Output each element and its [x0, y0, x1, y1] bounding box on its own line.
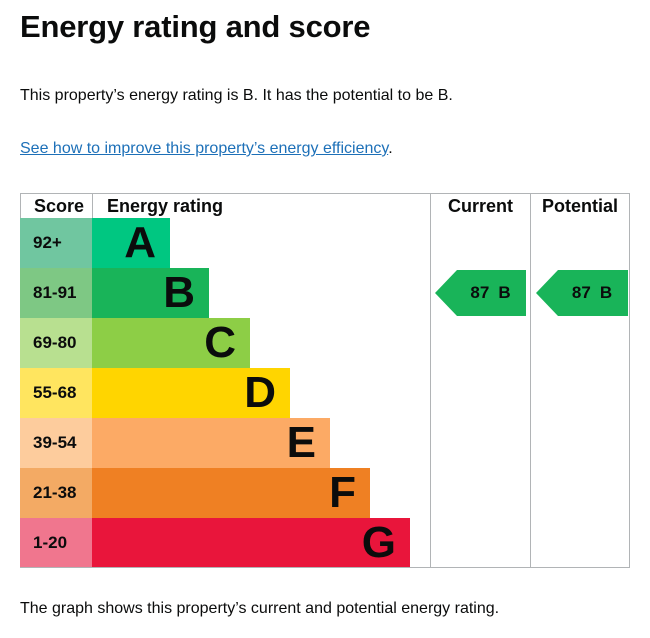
chart-border-right — [629, 193, 630, 568]
column-divider-current — [430, 193, 431, 568]
current-rating-band: B — [498, 283, 511, 302]
chart-header-row: Score Energy rating Current Potential — [20, 194, 630, 218]
potential-column-header: Potential — [541, 196, 618, 216]
page-title: Energy rating and score — [20, 9, 371, 44]
band-row-c: 69-80 C — [20, 318, 630, 368]
band-bar-f: F — [92, 468, 370, 518]
score-range-a: 92+ — [20, 218, 92, 268]
rating-column-header: Energy rating — [107, 196, 224, 216]
header-divider-left — [20, 193, 21, 218]
band-row-f: 21-38 F — [20, 468, 630, 518]
score-range-c: 69-80 — [20, 318, 92, 368]
score-range-f: 21-38 — [20, 468, 92, 518]
band-row-b: 81-91 B — [20, 268, 630, 318]
score-range-g: 1-20 — [20, 518, 92, 568]
current-rating-marker: 87 B — [435, 270, 526, 316]
improvement-link-suffix: . — [388, 140, 393, 157]
potential-rating-band: B — [599, 283, 613, 302]
score-range-b: 81-91 — [20, 268, 92, 318]
band-bar-e: E — [92, 418, 330, 468]
band-bar-b: B — [92, 268, 209, 318]
band-bar-a: A — [92, 218, 170, 268]
potential-rating-score: 87 — [571, 283, 591, 302]
score-column-header: Score — [34, 196, 85, 216]
current-column-header: Current — [447, 196, 513, 216]
band-bar-d: D — [92, 368, 290, 418]
header-divider-score — [92, 193, 93, 218]
improvement-link-line: See how to improve this property’s energ… — [20, 139, 393, 159]
current-rating-score: 87 — [470, 283, 490, 302]
band-row-e: 39-54 E — [20, 418, 630, 468]
chart-caption: The graph shows this property’s current … — [20, 600, 500, 617]
score-range-d: 55-68 — [20, 368, 92, 418]
band-row-a: 92+ A — [20, 218, 630, 268]
chart-border-bottom — [20, 567, 630, 568]
improvement-link[interactable]: See how to improve this property’s energ… — [20, 140, 389, 157]
column-divider-potential — [530, 193, 531, 568]
band-bar-c: C — [92, 318, 250, 368]
energy-rating-chart: Score Energy rating Current Potential 92… — [20, 193, 630, 568]
chart-border-top — [20, 193, 630, 194]
band-row-d: 55-68 D — [20, 368, 630, 418]
band-row-g: 1-20 G — [20, 518, 630, 568]
potential-rating-marker: 87 B — [536, 270, 628, 316]
band-rows: 92+ A 81-91 B 69-80 C 55-68 D 39-54 E 21-38 F 1-20 G — [20, 218, 630, 568]
score-range-e: 39-54 — [20, 418, 92, 468]
band-bar-g: G — [92, 518, 410, 568]
rating-summary-text: This property’s energy rating is B. It h… — [20, 87, 453, 104]
